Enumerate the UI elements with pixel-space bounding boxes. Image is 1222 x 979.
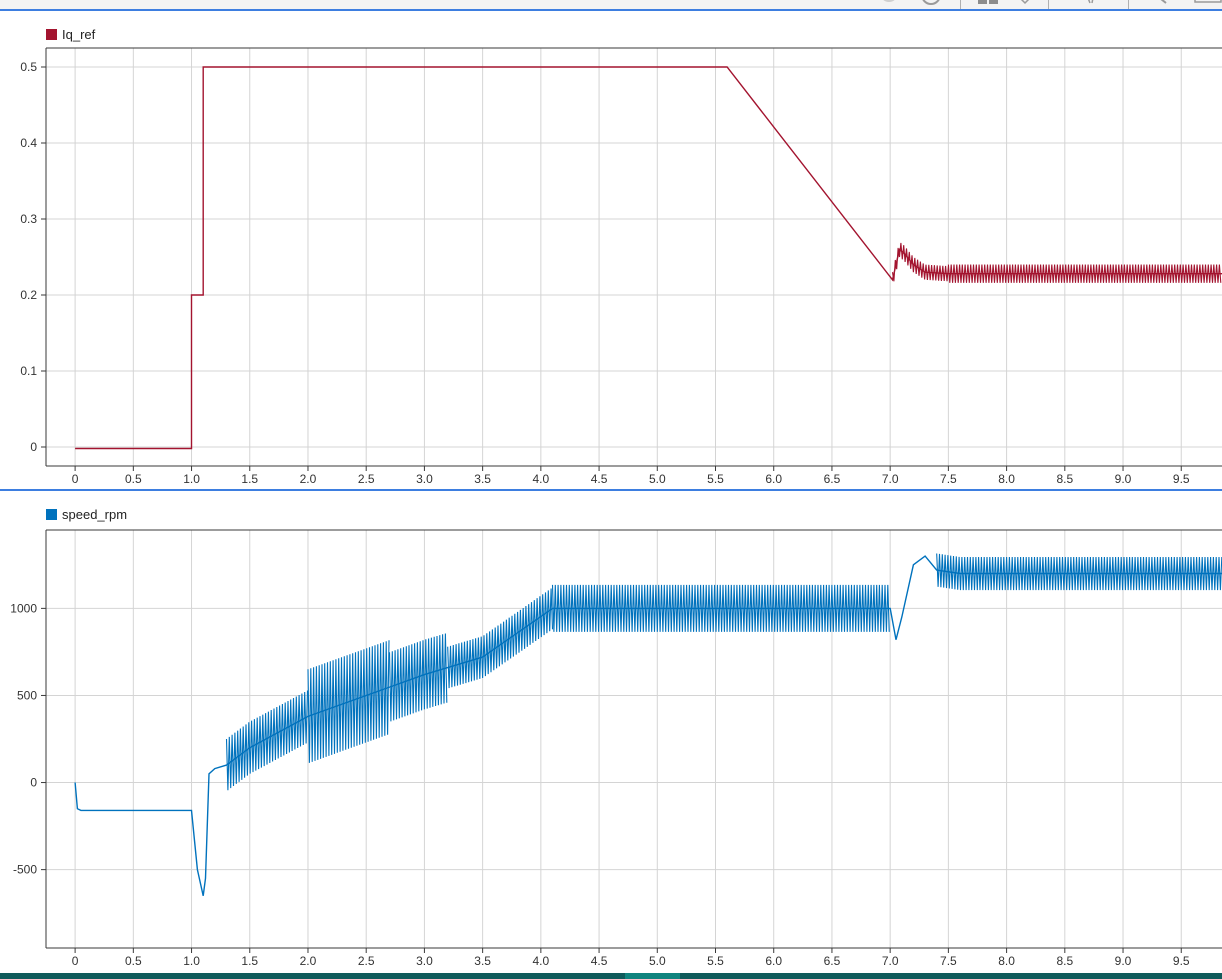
speed-rpm-x-tick-label: 7.0 [882,954,899,968]
scope-toolbar [0,0,1222,11]
speed-rpm-y-tick-label: -500 [13,863,37,877]
iq-ref-y-tick-label: 0.2 [20,288,37,302]
iq-ref-legend-swatch [46,28,57,40]
speed-rpm-series-ripple [307,640,390,763]
iq-ref-x-tick-label: 6.5 [824,472,841,486]
iq-ref-x-tick-label: 9.0 [1115,472,1132,486]
iq-ref-x-tick-label: 3.5 [474,472,491,486]
speed-rpm-x-tick-label: 3.0 [416,954,433,968]
iq-ref-y-tick-label: 0.4 [20,136,37,150]
iq-ref-series-ripple [891,242,949,282]
speed-rpm-x-tick-label: 4.0 [533,954,550,968]
speed-rpm-x-tick-label: 9.0 [1115,954,1132,968]
iq-ref-series-ripple [947,264,1222,283]
toolbar-separator [1048,0,1049,9]
iq-ref-y-tick-label: 0.5 [20,60,37,74]
iq-ref-x-tick-label: 5.5 [707,472,724,486]
speed-rpm-chart[interactable]: 0 0.5 1.0 1.5 2.0 2.5 3.0 3.5 4.0 4.5 5.0 5.5 6.0 6.5… [0,493,1222,973]
speed-rpm-x-tick-label: 3.5 [474,954,491,968]
speed-rpm-legend-label: speed_rpm [62,506,128,522]
iq-ref-x-tick-label: 8.5 [1056,472,1073,486]
speed-rpm-x-tick-label: 9.5 [1173,954,1190,968]
status-bar [0,973,1222,979]
speed-rpm-series-ripple [936,553,1222,591]
speed-rpm-x-tick-label: 1.0 [183,954,200,968]
speed-rpm-x-tick-label: 8.5 [1056,954,1073,968]
iq-ref-x-tick-label: 1.0 [183,472,200,486]
speed-rpm-x-tick-label: 5.0 [649,954,666,968]
toolbar-separator [1128,0,1129,9]
layout-icon[interactable] [976,0,1002,7]
speed-rpm-x-tick-label: 8.0 [998,954,1015,968]
iq-ref-chart[interactable]: 0 0.5 1.0 1.5 2.0 2.5 3.0 3.5 4.0 4.5 5.0 5.5 6.0 6.5… [0,13,1222,488]
iq-ref-legend-label: Iq_ref [62,26,96,42]
speed-rpm-y-tick-label: 500 [17,688,37,702]
iq-ref-x-tick-label: 2.5 [358,472,375,486]
speed-rpm-series-ripple [388,633,448,722]
speed-rpm-x-tick-label: 7.5 [940,954,957,968]
speed-rpm-x-tick-label: 4.5 [591,954,608,968]
speed-rpm-x-tick-label: 6.5 [824,954,841,968]
iq-ref-y-tick-label: 0 [30,440,37,454]
speed-rpm-series-ripple [551,584,890,632]
speed-rpm-y-tick-label: 1000 [10,601,37,615]
iq-ref-y-tick-label: 0.1 [20,364,37,378]
speed-rpm-x-tick-label: 2.5 [358,954,375,968]
speed-rpm-y-tick-label: 0 [30,776,37,790]
iq-ref-x-tick-label: 7.0 [882,472,899,486]
speed-rpm-plot-panel: speed_rpm 0 0.5 1.0 1.5 2.0 2.5 3.0 3.5 4.0 4.5 5.… [0,493,1222,973]
iq-ref-x-tick-label: 7.5 [940,472,957,486]
speed-rpm-x-tick-label: 1.5 [241,954,258,968]
speed-rpm-x-tick-label: 6.0 [765,954,782,968]
iq-ref-x-tick-label: 6.0 [765,472,782,486]
iq-ref-x-tick-label: 4.5 [591,472,608,486]
toolbar-separator [960,0,961,9]
status-bar-segment [625,973,680,979]
iq-ref-x-tick-label: 0 [72,472,79,486]
iq-ref-x-tick-label: 8.0 [998,472,1015,486]
speed-rpm-series-ripple [447,588,554,689]
record-icon[interactable] [878,0,900,7]
iq-ref-x-tick-label: 2.0 [300,472,317,486]
iq-ref-plot-area[interactable] [46,48,1222,466]
speed-rpm-legend[interactable]: speed_rpm [46,506,127,522]
panel-divider[interactable] [0,489,1222,491]
iq-ref-x-tick-label: 4.0 [533,472,550,486]
speed-rpm-x-tick-label: 5.5 [707,954,724,968]
speed-rpm-legend-swatch [46,508,57,520]
iq-ref-x-tick-label: 9.5 [1173,472,1190,486]
window-icon[interactable] [1192,0,1222,7]
iq-ref-y-tick-label: 0.3 [20,212,37,226]
speed-rpm-x-tick-label: 0.5 [125,954,142,968]
speed-rpm-x-tick-label: 2.0 [300,954,317,968]
cursor-icon[interactable] [1080,0,1102,7]
iq-ref-x-tick-label: 0.5 [125,472,142,486]
iq-ref-plot-panel: Iq_ref 0 0.5 1.0 1.5 2.0 2.5 3.0 3.5 4.0 4.5 5.0 5.… [0,13,1222,488]
speed-rpm-x-tick-label: 0 [72,954,79,968]
sync-icon[interactable] [918,0,944,7]
iq-ref-legend[interactable]: Iq_ref [46,26,95,42]
iq-ref-x-tick-label: 3.0 [416,472,433,486]
iq-ref-x-tick-label: 5.0 [649,472,666,486]
speed-rpm-series-ripple [225,690,309,791]
zoom-icon[interactable] [1152,0,1172,7]
iq-ref-x-tick-label: 1.5 [241,472,258,486]
dropdown-icon[interactable] [1016,0,1034,7]
